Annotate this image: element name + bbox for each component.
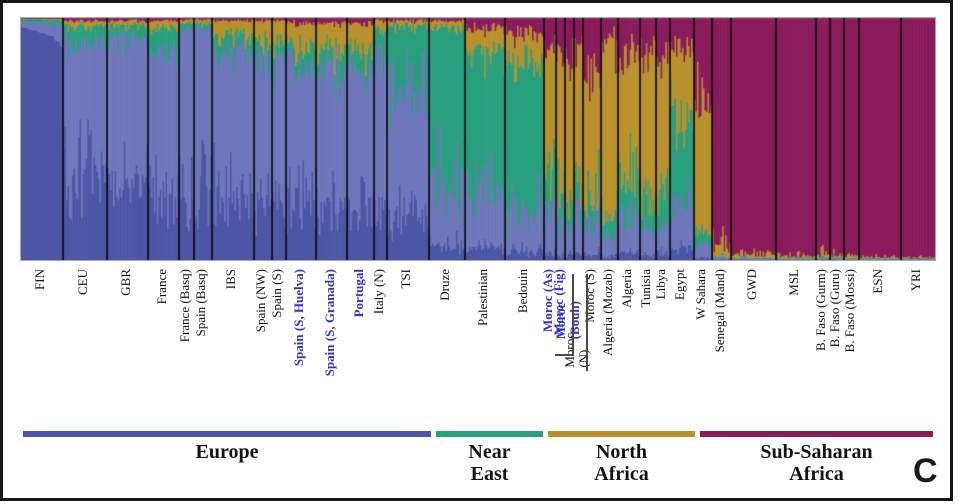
population-label-9: Spain (S, Huelva) <box>291 269 306 367</box>
population-label-8: Spain (S) <box>269 269 284 318</box>
population-label-25: Libya <box>653 269 668 300</box>
population-label-5: Spain (Basq) <box>193 269 208 337</box>
admixture-plot-area <box>20 17 936 261</box>
population-label-27: W Sahara <box>693 269 708 320</box>
admixture-plot <box>21 18 935 260</box>
population-label-31: B. Faso (Gurm) <box>813 269 828 351</box>
population-label-33: B. Faso (Mossi) <box>841 269 857 353</box>
population-label-7: Spain (NW) <box>253 269 268 333</box>
population-label-26: Egypt <box>672 269 687 301</box>
population-label-6: IBS <box>223 269 238 290</box>
moroc-group-bracket-vertical-2 <box>586 274 588 371</box>
population-label-3: France <box>153 269 169 305</box>
population-label-2: GBR <box>117 269 133 296</box>
population-label-28: Senegal (Mand) <box>711 269 727 353</box>
region-bar-3 <box>700 431 933 437</box>
population-label-34: ESN <box>870 269 885 294</box>
population-label-14: Druze <box>437 269 452 301</box>
region-bar-0 <box>23 431 431 437</box>
population-label-10: Spain (S, Granada) <box>321 269 337 377</box>
population-label-11: Portugal <box>350 269 366 318</box>
region-bar-1 <box>436 431 543 437</box>
population-label-0: FIN <box>32 269 47 290</box>
population-label-13: TSI <box>398 269 413 289</box>
region-label-0: Europe <box>195 441 259 463</box>
population-label-12: Italy (N) <box>370 269 386 315</box>
population-label-15: Palestinian <box>475 269 490 327</box>
region-bar-2 <box>548 431 695 437</box>
moroc-group-bracket-horizontal <box>555 354 573 356</box>
population-label-29: GWD <box>743 269 759 301</box>
population-label-16: Bedouin <box>514 269 530 314</box>
population-label-22: Algeria (Mozab) <box>599 269 615 356</box>
population-label-23: Algeria <box>619 269 634 308</box>
population-label-24: Tunisia <box>638 269 653 308</box>
population-label-35: YRI <box>908 269 923 292</box>
region-label-3: Sub-Saharan Africa <box>760 441 873 485</box>
panel-letter: C <box>913 452 938 490</box>
population-label-1: CEU <box>75 269 90 295</box>
population-label-30: MSL <box>786 269 801 296</box>
population-label-4: France (Basq) <box>176 269 192 343</box>
moroc-group-bracket-vertical-1 <box>572 274 574 356</box>
population-label-32: B. Faso (Guru) <box>827 269 842 348</box>
region-label-2: North Africa <box>594 441 649 485</box>
region-label-1: Near East <box>468 441 511 485</box>
